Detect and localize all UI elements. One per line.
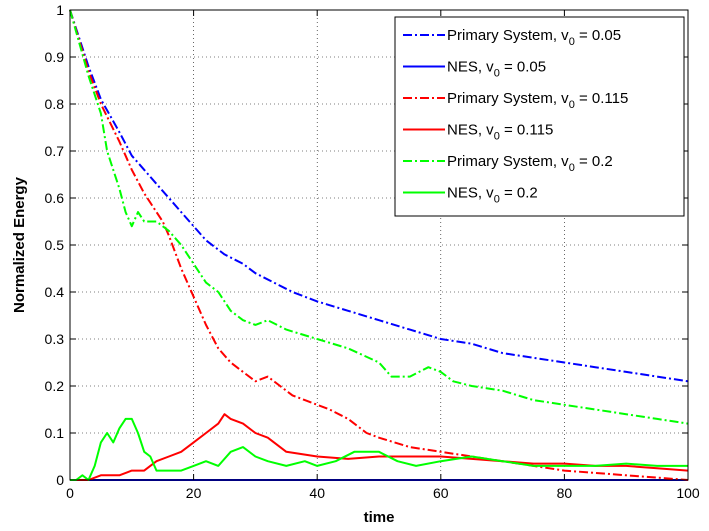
legend-label: NES, v0 = 0.115	[447, 122, 553, 143]
series-line-4	[69, 9, 689, 425]
y-tick-label: 0	[56, 472, 64, 488]
x-tick-label: 60	[433, 485, 449, 501]
legend-label: NES, v0 = 0.05	[447, 59, 546, 80]
legend-label: Primary System, v0 = 0.05	[447, 27, 621, 48]
x-tick-label: 80	[557, 485, 573, 501]
legend: Primary System, v0 = 0.05 NES, v0 = 0.05 P…	[394, 16, 685, 217]
y-tick-label: 0.1	[45, 425, 65, 441]
x-axis-title: time	[364, 509, 395, 526]
legend-label: Primary System, v0 = 0.115	[447, 90, 628, 111]
x-tick-label: 0	[66, 485, 74, 501]
legend-box	[394, 16, 685, 217]
x-tick-label: 100	[676, 485, 700, 501]
series-line-3	[70, 413, 689, 481]
axis-ticks: 0 20 40 60 80 100 0 0.1 0.2 0.3 0.4 0.5 0.6 0.7 0.8 0.9…	[45, 2, 700, 501]
legend-label: NES, v0 = 0.2	[447, 185, 538, 206]
x-tick-label: 40	[309, 485, 325, 501]
grid-lines	[70, 10, 688, 480]
y-axis-title: Normalized Energy	[11, 176, 28, 313]
y-tick-label: 0.6	[45, 190, 65, 206]
y-tick-label: 0.8	[45, 96, 65, 112]
series-line-0	[69, 9, 689, 383]
y-tick-label: 0.2	[45, 378, 65, 394]
legend-label: Primary System, v0 = 0.2	[447, 153, 613, 174]
y-tick-label: 0.5	[45, 237, 65, 253]
y-tick-label: 0.9	[45, 49, 65, 65]
x-tick-label: 20	[186, 485, 202, 501]
y-tick-label: 0.4	[45, 284, 65, 300]
y-tick-label: 0.3	[45, 331, 65, 347]
y-tick-label: 0.7	[45, 143, 65, 159]
y-tick-label: 1	[56, 2, 64, 18]
series-line-5	[70, 417, 688, 481]
